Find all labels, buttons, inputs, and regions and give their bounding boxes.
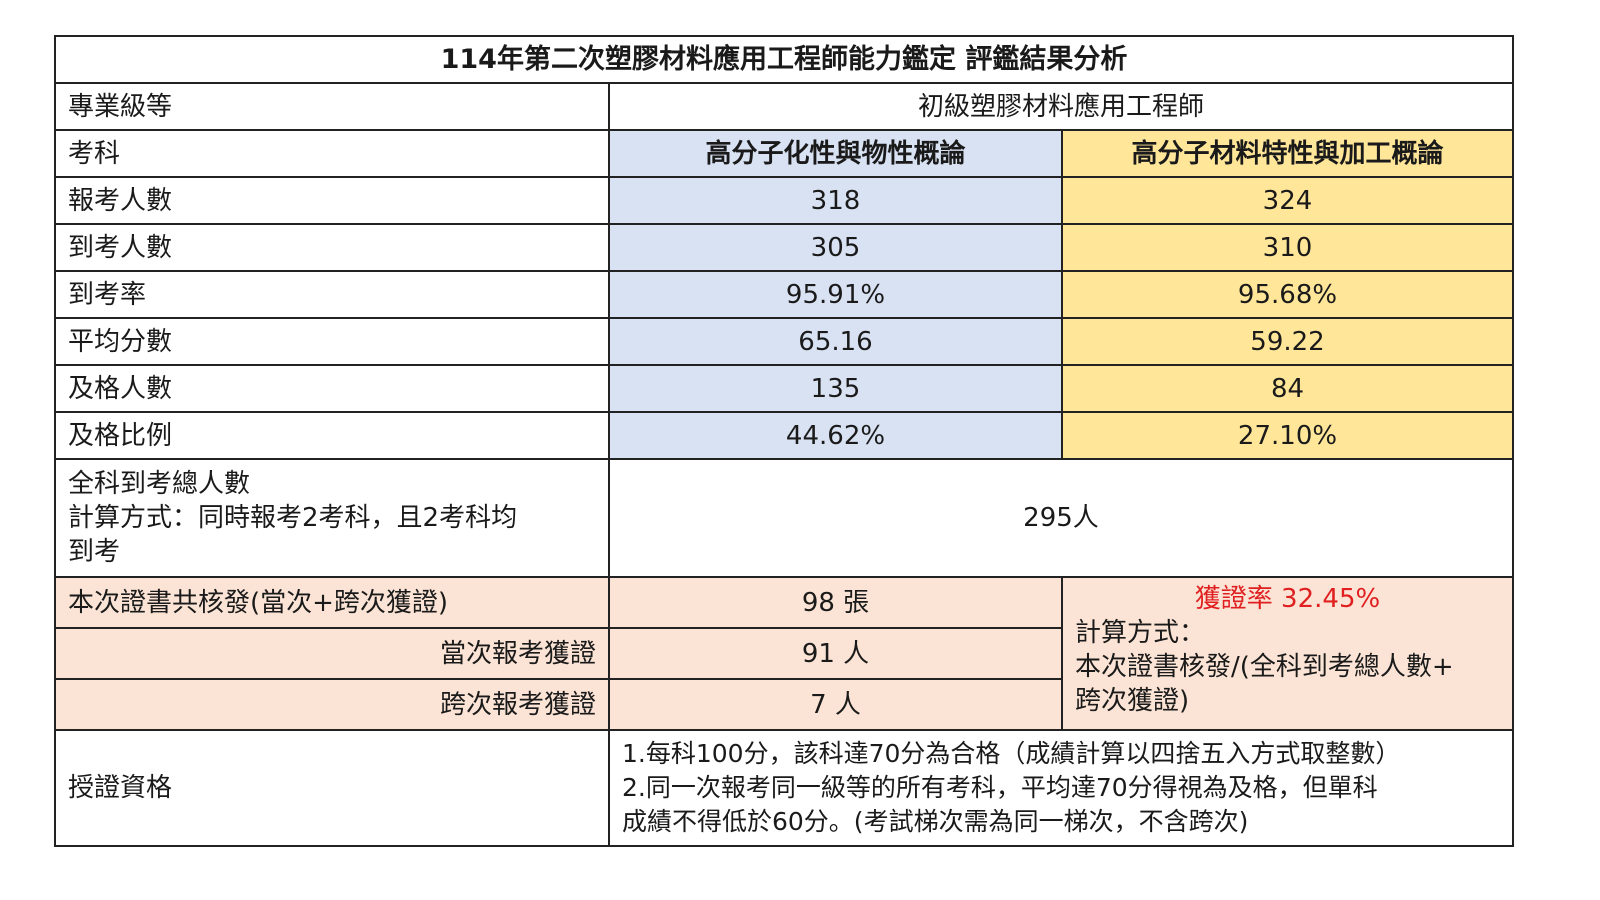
- pass-rate-subject-1: 44.62%: [610, 413, 1063, 460]
- qualification-rule-2: 2.同一次報考同一級等的所有考科，平均達70分得視為及格，但單科: [622, 773, 1378, 802]
- total-attendees-title: 全科到考總人數: [68, 469, 251, 499]
- attendance-rate-subject-1: 95.91%: [610, 272, 1063, 319]
- total-attendees-formula: 計算方式：同時報考2考科，且2考科均: [68, 503, 518, 533]
- qualification-label: 授證資格: [56, 731, 610, 845]
- total-attendees-value: 295人: [610, 460, 1512, 578]
- subject-2-header: 高分子材料特性與加工概論: [1063, 131, 1512, 178]
- total-attendees-label: 全科到考總人數 計算方式：同時報考2考科，且2考科均 到考: [56, 460, 610, 578]
- cross-certified-label: 跨次報考獲證: [56, 680, 610, 731]
- rate-formula-cont: 跨次獲證): [1075, 686, 1190, 716]
- rate-formula: 本次證書核發/(全科到考總人數+: [1075, 652, 1454, 682]
- subjects-label: 考科: [56, 131, 610, 178]
- pass-rate-subject-2: 27.10%: [1063, 413, 1512, 460]
- attended-subject-2: 310: [1063, 225, 1512, 272]
- qualification-rule-2-cont: 成績不得低於60分。(考試梯次需為同一梯次，不含跨次): [622, 807, 1249, 836]
- row-label-registered: 報考人數: [56, 178, 610, 225]
- row-label-attended: 到考人數: [56, 225, 610, 272]
- certificates-issued-value: 98 張: [610, 578, 1063, 629]
- row-label-average-score: 平均分數: [56, 319, 610, 366]
- passed-subject-2: 84: [1063, 366, 1512, 413]
- rate-formula-title: 計算方式：: [1075, 618, 1206, 648]
- row-label-pass-rate: 及格比例: [56, 413, 610, 460]
- certification-rate: 獲證率 32.45%: [1194, 584, 1381, 614]
- average-score-subject-1: 65.16: [610, 319, 1063, 366]
- results-table: 114年第二次塑膠材料應用工程師能力鑑定 評鑑結果分析 專業級等 初級塑膠材料應…: [54, 35, 1514, 847]
- current-certified-label: 當次報考獲證: [56, 629, 610, 680]
- table-title: 114年第二次塑膠材料應用工程師能力鑑定 評鑑結果分析: [56, 37, 1512, 84]
- certification-rate-cell: 獲證率 32.45% 計算方式： 本次證書核發/(全科到考總人數+ 跨次獲證): [1063, 578, 1512, 731]
- cross-certified-value: 7 人: [610, 680, 1063, 731]
- level-label: 專業級等: [56, 84, 610, 131]
- registered-subject-1: 318: [610, 178, 1063, 225]
- row-label-passed: 及格人數: [56, 366, 610, 413]
- level-value: 初級塑膠材料應用工程師: [610, 84, 1512, 131]
- average-score-subject-2: 59.22: [1063, 319, 1512, 366]
- attendance-rate-subject-2: 95.68%: [1063, 272, 1512, 319]
- row-label-attendance-rate: 到考率: [56, 272, 610, 319]
- certificates-issued-label: 本次證書共核發(當次+跨次獲證): [56, 578, 610, 629]
- qualification-rule-1: 1.每科100分，該科達70分為合格（成績計算以四捨五入方式取整數）: [622, 739, 1401, 768]
- attended-subject-1: 305: [610, 225, 1063, 272]
- total-attendees-formula-cont: 到考: [68, 537, 121, 567]
- passed-subject-1: 135: [610, 366, 1063, 413]
- registered-subject-2: 324: [1063, 178, 1512, 225]
- subject-1-header: 高分子化性與物性概論: [610, 131, 1063, 178]
- qualification-rules: 1.每科100分，該科達70分為合格（成績計算以四捨五入方式取整數） 2.同一次…: [610, 731, 1512, 845]
- current-certified-value: 91 人: [610, 629, 1063, 680]
